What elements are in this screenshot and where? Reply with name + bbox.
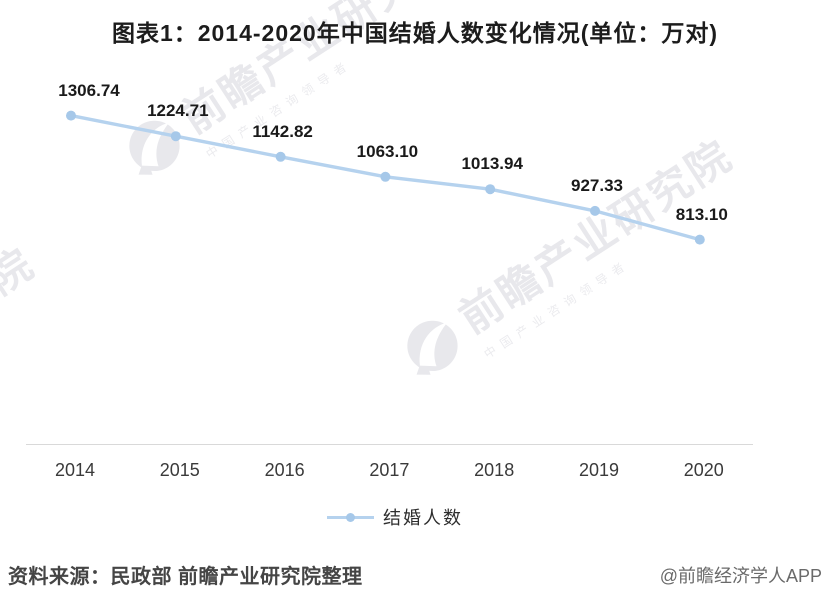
legend: 结婚人数 bbox=[0, 504, 790, 530]
data-label: 1013.94 bbox=[461, 154, 523, 174]
x-axis-label: 2019 bbox=[578, 460, 620, 480]
x-axis-label: 2020 bbox=[683, 460, 724, 480]
data-label: 813.10 bbox=[675, 204, 728, 224]
x-axis-label: 2018 bbox=[474, 460, 515, 480]
x-axis-label: 2016 bbox=[264, 460, 305, 480]
legend-line-swatch bbox=[327, 512, 374, 522]
data-label: 927.33 bbox=[571, 175, 623, 195]
x-axis-label: 2017 bbox=[369, 460, 410, 480]
x-axis-line bbox=[26, 444, 753, 445]
data-label: 1306.74 bbox=[58, 80, 120, 100]
data-label: 1224.71 bbox=[147, 101, 209, 121]
legend-dot-icon bbox=[346, 512, 355, 522]
data-label: 1142.82 bbox=[252, 121, 313, 141]
data-label: 1063.10 bbox=[356, 141, 419, 161]
chart-title: 图表1：2014-2020年中国结婚人数变化情况(单位：万对) bbox=[111, 20, 719, 46]
x-axis-label: 2015 bbox=[159, 460, 200, 480]
source-note: 资料来源：民政部 前瞻产业研究院整理 bbox=[8, 566, 363, 588]
x-axis-label: 2014 bbox=[54, 460, 96, 480]
legend-label: 结婚人数 bbox=[383, 508, 463, 528]
attribution: @前瞻经济学人APP bbox=[659, 566, 822, 586]
